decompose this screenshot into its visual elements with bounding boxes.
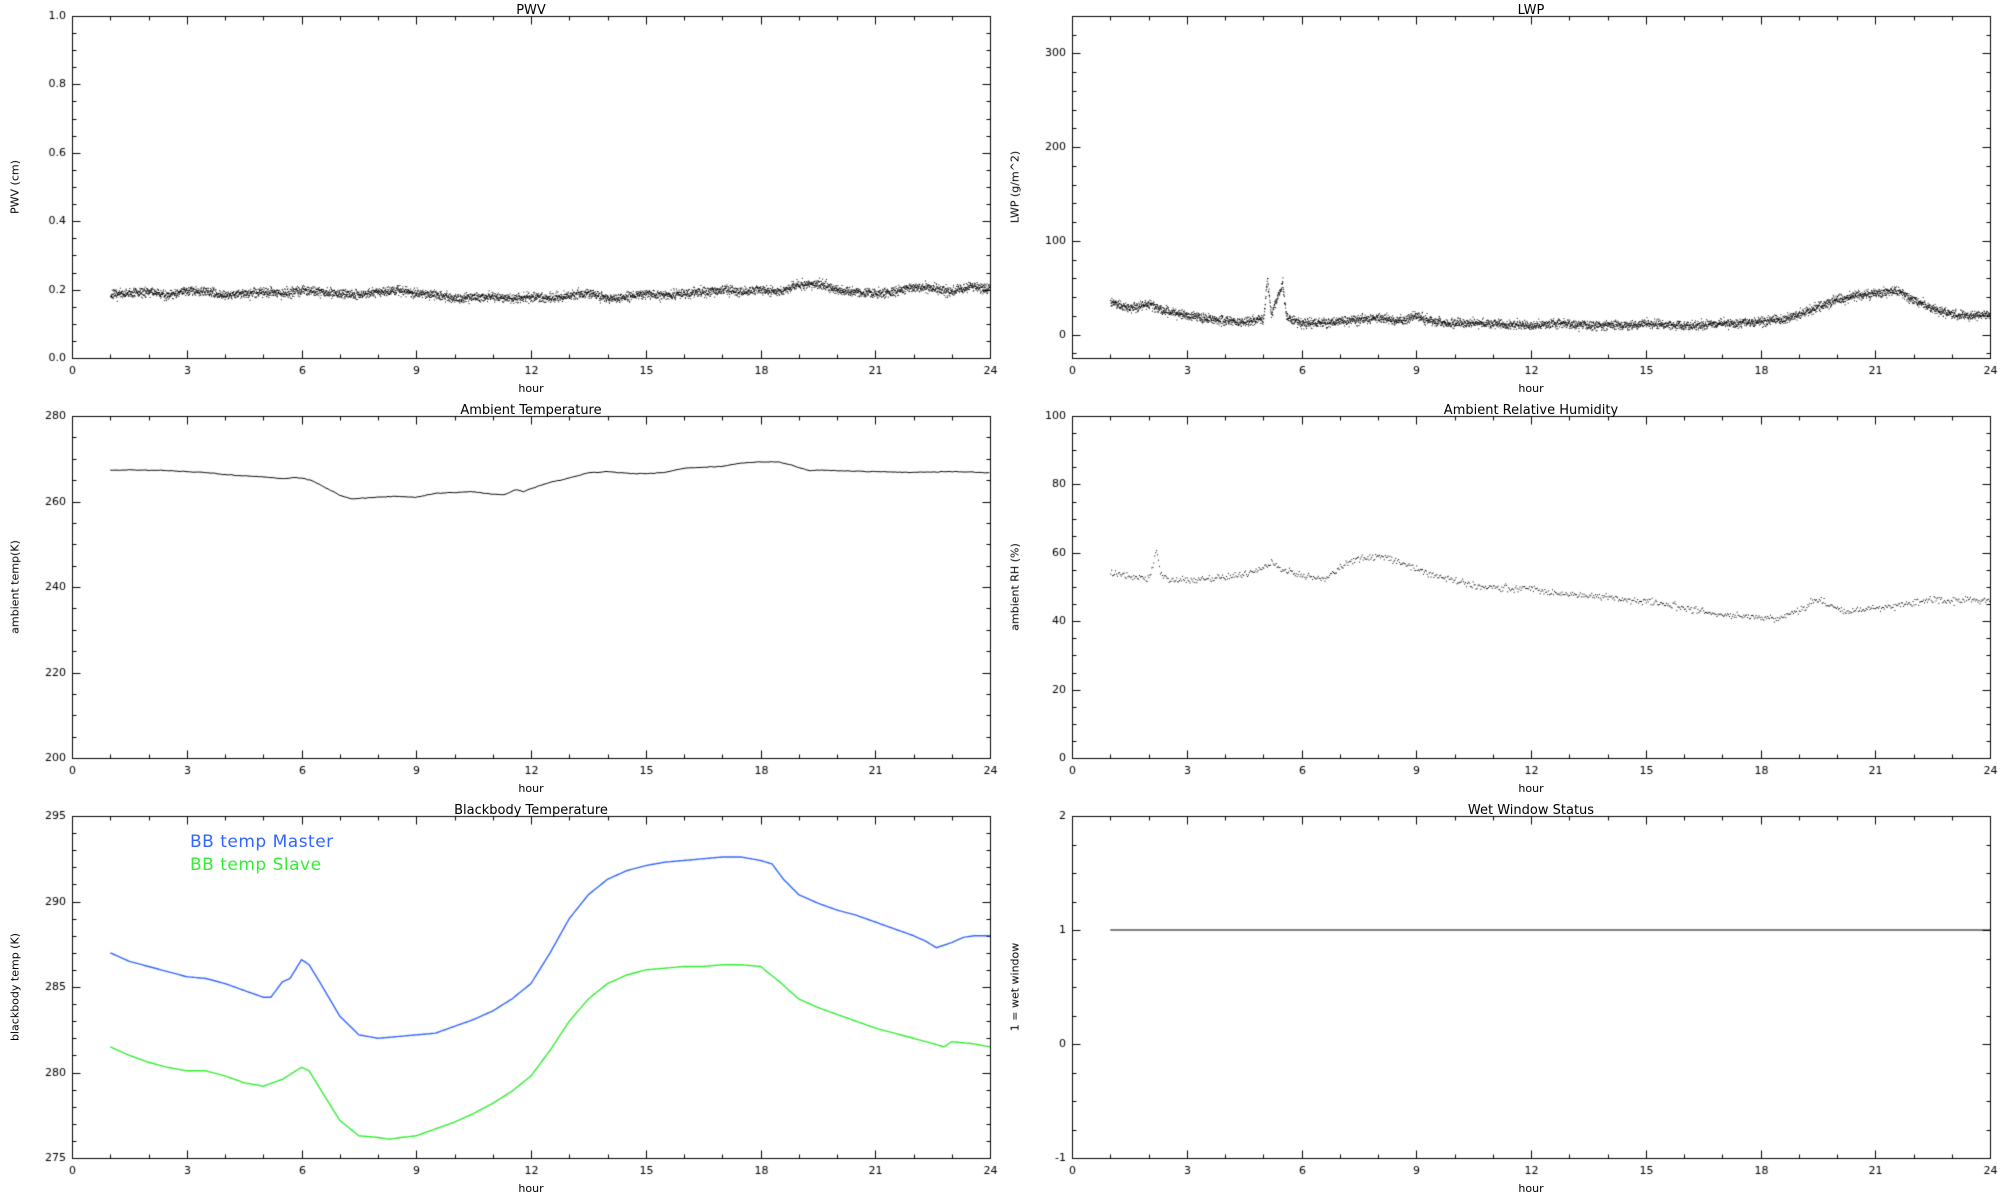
panel-blackbody-temperature: Blackbody Temperature blackbody temp (K)… [0, 800, 1000, 1200]
chart-title-pwv: PWV [516, 3, 546, 18]
chart-title-blackbody: Blackbody Temperature [454, 803, 608, 818]
legend-bb-temp-master: BB temp Master [190, 832, 334, 852]
y-axis-label-lwp: LWP (g/m^2) [1008, 150, 1022, 224]
ambient-rh-chart-canvas [1000, 400, 2000, 800]
wet-window-chart-canvas [1000, 800, 2000, 1200]
ambient-temperature-chart-canvas [0, 400, 1000, 800]
y-axis-label-pwv: PWV (cm) [8, 160, 22, 214]
chart-title-lwp: LWP [1517, 3, 1545, 18]
lwp-chart-canvas [1000, 0, 2000, 400]
blackbody-chart-canvas [0, 800, 1000, 1200]
x-axis-label-pwv: hour [518, 382, 544, 395]
legend-bb-temp-slave: BB temp Slave [190, 855, 322, 875]
y-axis-label-ambient-temperature: ambient temp(K) [8, 540, 22, 634]
x-axis-label-wet-window: hour [1518, 1182, 1544, 1195]
pwv-chart-canvas [0, 0, 1000, 400]
y-axis-label-wet-window: 1 = wet window [1008, 942, 1022, 1032]
panel-ambient-relative-humidity: Ambient Relative Humidity ambient RH (%)… [1000, 400, 2000, 800]
panel-pwv: PWV PWV (cm) hour [0, 0, 1000, 400]
y-axis-label-blackbody: blackbody temp (K) [8, 933, 22, 1041]
chart-title-ambient-rh: Ambient Relative Humidity [1443, 403, 1619, 418]
chart-title-wet-window: Wet Window Status [1467, 803, 1595, 818]
panel-lwp: LWP LWP (g/m^2) hour [1000, 0, 2000, 400]
x-axis-label-blackbody: hour [518, 1182, 544, 1195]
x-axis-label-ambient-temperature: hour [518, 782, 544, 795]
panel-wet-window-status: Wet Window Status 1 = wet window hour [1000, 800, 2000, 1200]
x-axis-label-lwp: hour [1518, 382, 1544, 395]
y-axis-label-ambient-rh: ambient RH (%) [1008, 543, 1022, 631]
chart-title-ambient-temperature: Ambient Temperature [460, 403, 602, 418]
x-axis-label-ambient-rh: hour [1518, 782, 1544, 795]
panel-ambient-temperature: Ambient Temperature ambient temp(K) hour [0, 400, 1000, 800]
